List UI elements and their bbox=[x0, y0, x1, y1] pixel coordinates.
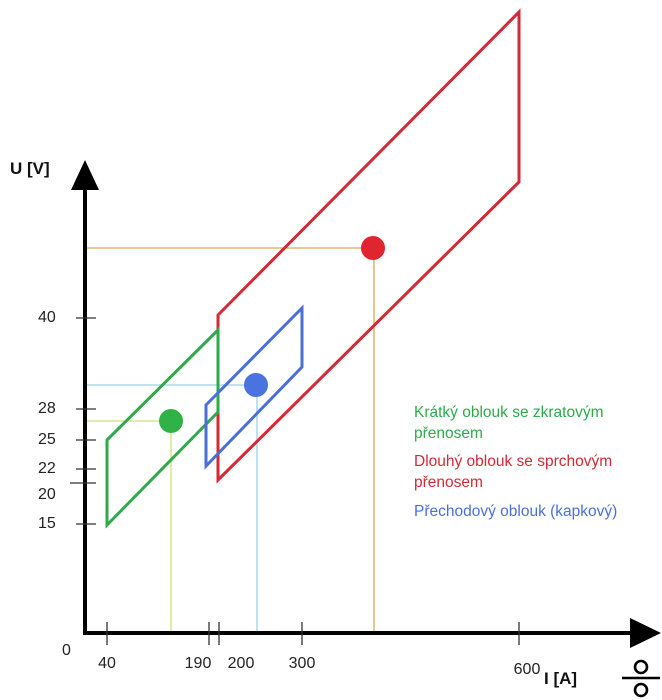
x-ticks: 40 190 200 300 600 bbox=[98, 622, 540, 678]
y-tick-label-22: 22 bbox=[38, 460, 56, 477]
legend-globular-arc: Přechodový oblouk (kapkový) bbox=[414, 503, 617, 520]
y-tick-label-28: 28 bbox=[38, 400, 56, 417]
arc-regions bbox=[105, 8, 521, 529]
point-spray-arc bbox=[361, 236, 385, 260]
y-axis-arrow-icon bbox=[71, 160, 99, 190]
legend: Krátký oblouk se zkratovým přenosem Dlou… bbox=[414, 404, 617, 520]
legend-short-arc-line2: přenosem bbox=[414, 425, 483, 442]
x-tick-label-190: 190 bbox=[185, 655, 212, 672]
legend-spray-arc-line2: přenosem bbox=[414, 474, 483, 491]
x-tick-label-40: 40 bbox=[98, 655, 116, 672]
y-axis-title: U [V] bbox=[10, 159, 50, 178]
region-spray-arc bbox=[216, 8, 521, 484]
y-tick-label-40: 40 bbox=[38, 309, 56, 326]
legend-spray-arc-line1: Dlouhý oblouk se sprchovým bbox=[414, 453, 612, 470]
origin-label: 0 bbox=[62, 642, 71, 659]
x-tick-label-600: 600 bbox=[514, 661, 541, 678]
x-tick-label-200: 200 bbox=[228, 655, 255, 672]
welding-symbol-icon bbox=[622, 659, 660, 698]
region-globular-arc bbox=[204, 304, 304, 470]
x-tick-label-300: 300 bbox=[289, 655, 316, 672]
y-tick-label-25: 25 bbox=[38, 431, 56, 448]
point-short-arc bbox=[159, 409, 183, 433]
legend-short-arc-line1: Krátký oblouk se zkratovým bbox=[414, 404, 604, 421]
x-axis-title: I [A] bbox=[544, 669, 577, 688]
operating-points bbox=[159, 236, 385, 433]
x-axis-arrow-icon bbox=[630, 618, 661, 648]
region-short-arc bbox=[105, 326, 220, 529]
y-tick-label-15: 15 bbox=[38, 515, 56, 532]
y-ticks: 40 28 25 22 20 15 bbox=[38, 309, 96, 532]
guide-line-short bbox=[86, 420, 172, 632]
point-globular-arc bbox=[244, 373, 268, 397]
axes bbox=[71, 160, 661, 648]
y-tick-label-20: 20 bbox=[38, 486, 56, 503]
